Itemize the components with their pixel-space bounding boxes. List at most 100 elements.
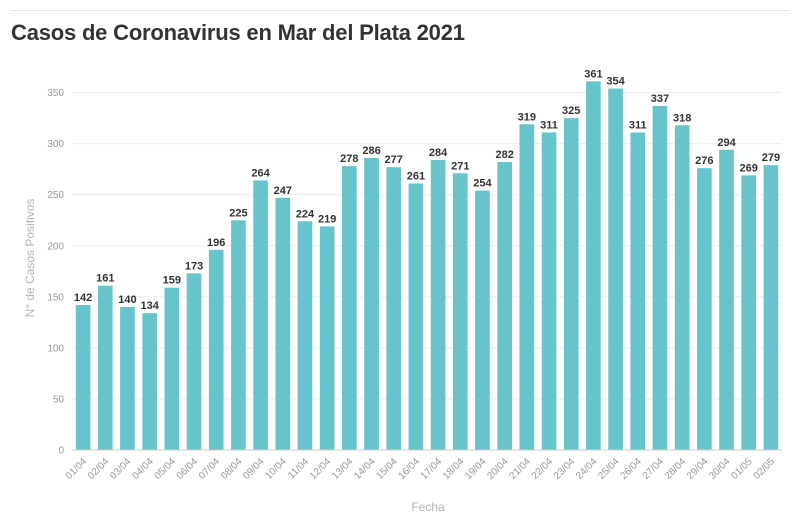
data-label: 196: [207, 237, 225, 249]
bar-19-04[interactable]: [475, 190, 490, 450]
x-axis-ticks: 01/0402/0403/0404/0405/0406/0407/0408/04…: [64, 456, 778, 482]
top-divider: [10, 10, 790, 11]
bar-25-04[interactable]: [608, 88, 623, 451]
x-tick-label: 27/04: [641, 456, 667, 482]
data-label: 286: [362, 145, 380, 157]
y-tick-label: 100: [47, 343, 64, 354]
bar-22-04[interactable]: [541, 132, 557, 450]
x-tick-label: 19/04: [463, 456, 489, 482]
x-tick-label: 17/04: [419, 456, 445, 482]
data-label: 361: [584, 68, 602, 80]
data-label: 134: [140, 300, 159, 312]
data-label: 224: [296, 208, 315, 220]
x-tick-label: 14/04: [352, 456, 378, 482]
y-tick-label: 0: [58, 446, 64, 457]
bar-06-04[interactable]: [186, 273, 202, 450]
bar-02-05[interactable]: [763, 165, 779, 450]
bar-11-04[interactable]: [297, 221, 313, 450]
data-label: 354: [606, 76, 625, 88]
bar-07-04[interactable]: [208, 249, 224, 450]
data-label: 225: [229, 207, 247, 219]
bar-29-04[interactable]: [697, 168, 712, 451]
bar-26-04[interactable]: [630, 132, 646, 450]
data-label: 269: [740, 162, 758, 174]
x-axis-title: Fecha: [411, 500, 445, 514]
bar-01-05[interactable]: [741, 175, 757, 450]
x-tick-label: 30/04: [707, 456, 733, 482]
data-label: 219: [318, 213, 336, 225]
data-label: 282: [495, 149, 513, 161]
x-tick-label: 18/04: [441, 456, 467, 482]
data-label: 311: [540, 119, 558, 131]
data-label: 173: [185, 260, 203, 272]
data-label: 254: [473, 178, 492, 190]
bars: [75, 81, 779, 451]
data-label: 161: [96, 273, 114, 285]
data-label: 278: [340, 153, 358, 165]
y-axis-ticks: 0 50 100 150 200 250 300 350: [47, 88, 64, 456]
data-label: 311: [629, 119, 647, 131]
data-label: 318: [673, 112, 691, 124]
bar-23-04[interactable]: [563, 118, 579, 450]
bar-18-04[interactable]: [452, 173, 468, 450]
data-label: 319: [518, 111, 536, 123]
x-tick-label: 15/04: [374, 456, 400, 482]
bar-13-04[interactable]: [342, 166, 357, 450]
bar-15-04[interactable]: [386, 167, 402, 450]
bar-08-04[interactable]: [231, 220, 246, 450]
data-label: 261: [407, 171, 425, 183]
y-tick-label: 250: [47, 190, 64, 201]
x-tick-label: 04/04: [130, 456, 156, 482]
y-tick-label: 300: [47, 139, 64, 150]
x-tick-label: 16/04: [397, 456, 423, 482]
data-label: 325: [562, 105, 580, 117]
bar-10-04[interactable]: [275, 197, 291, 450]
x-tick-label: 22/04: [530, 456, 556, 482]
x-tick-label: 29/04: [685, 456, 711, 482]
x-tick-label: 06/04: [175, 456, 201, 482]
x-tick-label: 21/04: [507, 456, 533, 482]
data-label: 337: [651, 93, 669, 105]
data-label: 277: [385, 154, 403, 166]
bar-05-04[interactable]: [164, 287, 180, 450]
bar-09-04[interactable]: [253, 180, 268, 450]
x-tick-label: 08/04: [219, 456, 245, 482]
bar-17-04[interactable]: [430, 160, 446, 450]
data-label: 284: [429, 147, 448, 159]
bar-21-04[interactable]: [519, 124, 535, 450]
x-tick-label: 24/04: [574, 456, 600, 482]
bar-12-04[interactable]: [319, 226, 335, 450]
data-label: 271: [451, 160, 469, 172]
x-tick-label: 02/04: [86, 456, 112, 482]
x-tick-label: 25/04: [596, 456, 622, 482]
bar-27-04[interactable]: [652, 105, 668, 450]
data-label: 140: [118, 294, 136, 306]
x-tick-label: 11/04: [286, 456, 311, 481]
y-tick-label: 200: [47, 241, 64, 252]
bar-01-04[interactable]: [75, 305, 91, 450]
data-label: 279: [762, 152, 780, 164]
bar-20-04[interactable]: [497, 162, 512, 450]
bar-28-04[interactable]: [674, 125, 690, 450]
x-tick-label: 20/04: [485, 456, 511, 482]
bar-14-04[interactable]: [364, 157, 379, 450]
bar-24-04[interactable]: [586, 81, 601, 451]
bar-30-04[interactable]: [719, 149, 734, 450]
bar-04-04[interactable]: [142, 313, 157, 450]
bar-02-04[interactable]: [97, 285, 113, 450]
data-label: 142: [74, 292, 92, 304]
y-tick-label: 50: [53, 394, 65, 405]
data-label: 247: [274, 185, 292, 197]
data-label: 264: [251, 167, 270, 179]
data-label: 276: [695, 155, 713, 167]
x-tick-label: 05/04: [152, 456, 178, 482]
y-tick-label: 150: [47, 292, 64, 303]
x-tick-label: 07/04: [197, 456, 223, 482]
x-tick-label: 26/04: [618, 456, 644, 482]
bar-03-04[interactable]: [120, 307, 135, 450]
x-tick-label: 01/05: [729, 456, 755, 482]
x-tick-label: 13/04: [330, 456, 356, 482]
x-tick-label: 28/04: [663, 456, 689, 482]
bar-16-04[interactable]: [408, 183, 424, 451]
